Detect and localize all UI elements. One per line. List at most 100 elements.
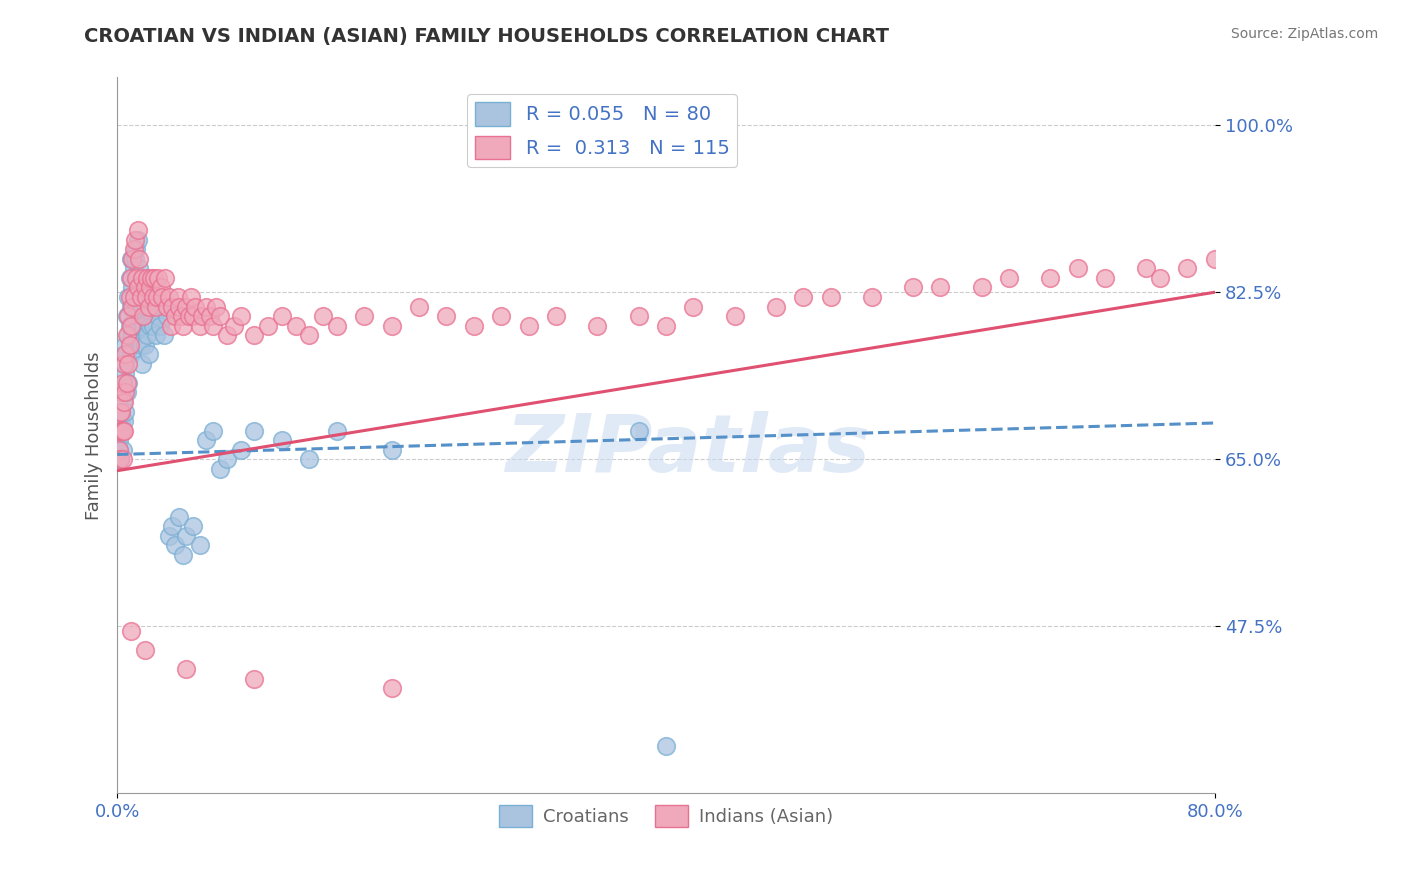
Point	[381, 318, 404, 333]
Point	[120, 347, 142, 361]
Legend: Croatians, Indians (Asian): Croatians, Indians (Asian)	[492, 798, 839, 834]
Point	[115, 309, 138, 323]
Point	[627, 309, 650, 323]
Point	[209, 309, 232, 323]
Text: CROATIAN VS INDIAN (ASIAN) FAMILY HOUSEHOLDS CORRELATION CHART: CROATIAN VS INDIAN (ASIAN) FAMILY HOUSEH…	[84, 27, 890, 45]
Point	[159, 318, 181, 333]
Point	[157, 528, 180, 542]
Point	[122, 242, 145, 256]
Point	[177, 309, 200, 323]
Point	[127, 280, 149, 294]
Point	[163, 538, 186, 552]
Point	[136, 290, 159, 304]
Point	[110, 404, 132, 418]
Point	[181, 309, 204, 323]
Point	[114, 404, 136, 418]
Point	[118, 271, 141, 285]
Point	[124, 252, 146, 266]
Point	[112, 395, 135, 409]
Point	[142, 290, 165, 304]
Point	[131, 300, 153, 314]
Point	[121, 252, 143, 266]
Point	[170, 309, 193, 323]
Point	[209, 462, 232, 476]
Point	[998, 271, 1021, 285]
Point	[112, 357, 135, 371]
Point	[136, 328, 159, 343]
Point	[655, 739, 678, 753]
Point	[131, 357, 153, 371]
Point	[655, 318, 678, 333]
Point	[157, 290, 180, 304]
Point	[120, 624, 142, 638]
Point	[114, 337, 136, 351]
Point	[117, 309, 139, 323]
Point	[188, 538, 211, 552]
Point	[120, 318, 142, 333]
Point	[128, 261, 150, 276]
Point	[155, 300, 177, 314]
Point	[112, 424, 135, 438]
Point	[155, 309, 177, 323]
Point	[111, 424, 134, 438]
Point	[117, 376, 139, 390]
Point	[112, 357, 135, 371]
Point	[121, 300, 143, 314]
Point	[215, 328, 238, 343]
Point	[108, 452, 131, 467]
Point	[129, 337, 152, 351]
Point	[149, 318, 172, 333]
Point	[143, 300, 166, 314]
Point	[163, 309, 186, 323]
Point	[117, 328, 139, 343]
Point	[682, 300, 704, 314]
Point	[118, 290, 141, 304]
Point	[627, 424, 650, 438]
Text: ZIPatlas: ZIPatlas	[506, 410, 870, 489]
Point	[122, 290, 145, 304]
Point	[107, 433, 129, 447]
Point	[110, 414, 132, 428]
Point	[243, 424, 266, 438]
Point	[124, 233, 146, 247]
Point	[463, 318, 485, 333]
Point	[107, 442, 129, 457]
Point	[122, 318, 145, 333]
Point	[270, 433, 292, 447]
Point	[1135, 261, 1157, 276]
Point	[117, 290, 139, 304]
Point	[181, 519, 204, 533]
Point	[257, 318, 280, 333]
Point	[191, 309, 214, 323]
Point	[132, 318, 155, 333]
Point	[167, 509, 190, 524]
Point	[125, 300, 148, 314]
Point	[146, 290, 169, 304]
Text: Source: ZipAtlas.com: Source: ZipAtlas.com	[1230, 27, 1378, 41]
Point	[174, 300, 197, 314]
Point	[108, 404, 131, 418]
Point	[765, 300, 787, 314]
Point	[128, 252, 150, 266]
Point	[127, 223, 149, 237]
Point	[121, 328, 143, 343]
Point	[298, 452, 321, 467]
Point	[108, 424, 131, 438]
Point	[243, 672, 266, 686]
Point	[270, 309, 292, 323]
Point	[200, 309, 222, 323]
Point	[1066, 261, 1088, 276]
Point	[110, 385, 132, 400]
Point	[1232, 252, 1254, 266]
Point	[110, 404, 132, 418]
Point	[115, 347, 138, 361]
Point	[127, 233, 149, 247]
Point	[118, 318, 141, 333]
Point	[114, 367, 136, 381]
Point	[180, 290, 202, 304]
Point	[195, 433, 218, 447]
Point	[155, 271, 177, 285]
Point	[141, 271, 163, 285]
Point	[202, 318, 225, 333]
Point	[112, 414, 135, 428]
